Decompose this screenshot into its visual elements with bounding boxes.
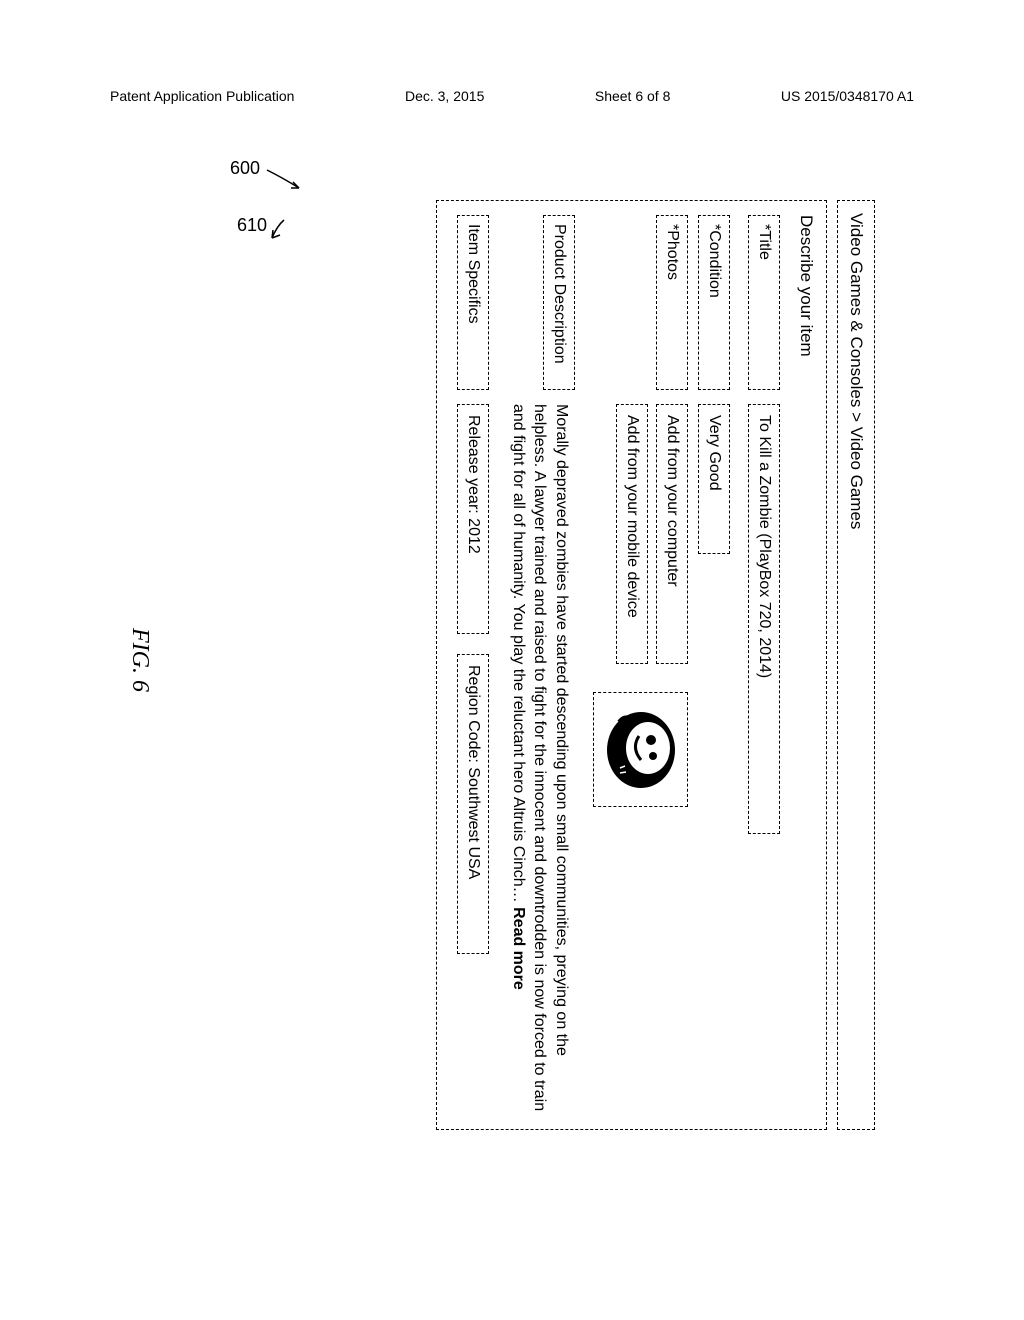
publication-type: Patent Application Publication bbox=[110, 88, 294, 104]
specifics-label: Item Specifics bbox=[457, 215, 489, 390]
photo-thumbnail[interactable] bbox=[593, 692, 688, 807]
description-body: Morally depraved zombies have started de… bbox=[510, 404, 570, 1111]
add-from-mobile-button[interactable]: Add from your mobile device bbox=[616, 404, 648, 664]
describe-item-panel: Describe your item *Title To Kill a Zomb… bbox=[436, 200, 827, 1130]
read-more-link[interactable]: Read more bbox=[510, 907, 527, 990]
photos-row: *Photos Add from your computer Add from … bbox=[593, 215, 688, 1115]
figure-label: FIG. 6 bbox=[126, 628, 153, 692]
figure-container: 600 610 Video Games & Consoles > Video G… bbox=[130, 160, 890, 1160]
region-code-field[interactable]: Region Code: Southwest USA bbox=[457, 654, 489, 954]
photos-label: *Photos bbox=[656, 215, 688, 390]
add-from-computer-button[interactable]: Add from your computer bbox=[656, 404, 688, 664]
zombie-thumbnail-icon bbox=[598, 700, 683, 800]
condition-label: *Condition bbox=[698, 215, 730, 390]
patent-id: US 2015/0348170 A1 bbox=[781, 88, 914, 104]
specifics-row: Item Specifics Release year: 2012 Region… bbox=[457, 215, 489, 1115]
section-title: Describe your item bbox=[796, 215, 816, 1115]
breadcrumb[interactable]: Video Games & Consoles > Video Games bbox=[837, 200, 875, 1130]
page-header: Patent Application Publication Dec. 3, 2… bbox=[0, 88, 1024, 104]
title-row: *Title To Kill a Zombie (PlayBox 720, 20… bbox=[748, 215, 780, 1115]
condition-row: *Condition Very Good bbox=[698, 215, 730, 1115]
description-text: Morally depraved zombies have started de… bbox=[507, 404, 575, 1115]
condition-select[interactable]: Very Good bbox=[698, 404, 730, 554]
description-label: Product Description bbox=[543, 215, 575, 390]
publication-date: Dec. 3, 2015 bbox=[405, 88, 484, 104]
title-label: *Title bbox=[748, 215, 780, 390]
title-input[interactable]: To Kill a Zombie (PlayBox 720, 2014) bbox=[748, 404, 780, 834]
listing-form-ui: Video Games & Consoles > Video Games Des… bbox=[285, 200, 875, 1130]
description-row: Product Description Morally depraved zom… bbox=[507, 215, 575, 1115]
release-year-field[interactable]: Release year: 2012 bbox=[457, 404, 489, 634]
sheet-info: Sheet 6 of 8 bbox=[595, 88, 671, 104]
